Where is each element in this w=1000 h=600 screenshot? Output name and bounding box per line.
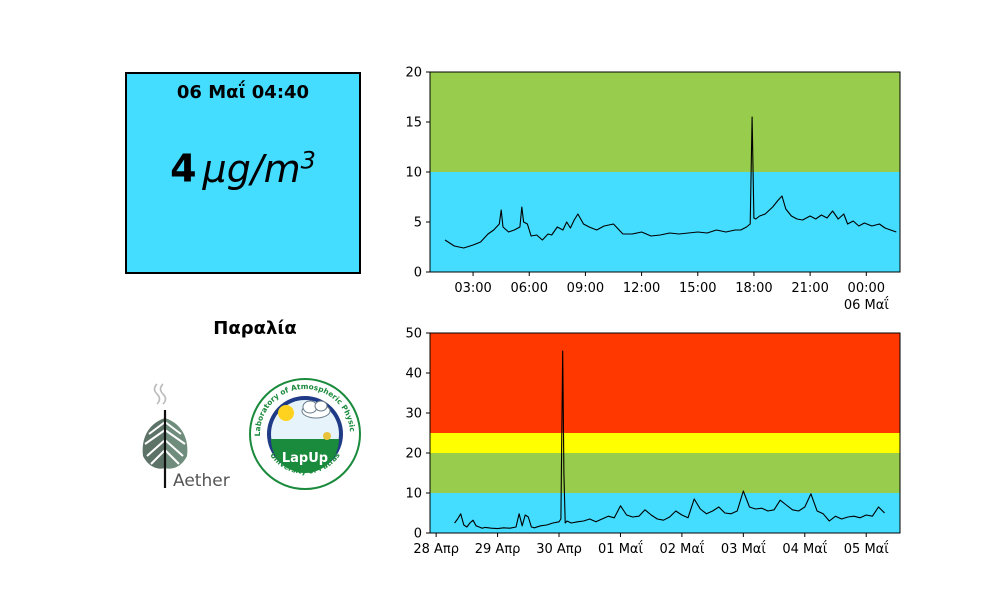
last-week-band-1 [430, 453, 900, 493]
last-week-ytick-label: 0 [414, 527, 422, 542]
last-24h-ytick-label: 10 [405, 166, 422, 181]
last-week-band-2 [430, 433, 900, 453]
current-reading-box: 06 Μαΐ 04:40 4 μg/m3 [125, 72, 361, 274]
last-week-ytick-label: 10 [405, 487, 422, 502]
last-week-band-0 [430, 493, 900, 533]
last-week-series-line-0 [454, 350, 885, 530]
last-24h-band-1 [430, 72, 900, 172]
last-24h-xtick-label: 15:00 [679, 281, 716, 296]
last-24h-xtick-label: 21:00 [791, 281, 828, 296]
station-icon [323, 432, 331, 440]
last-24h-xtick-label: 09:00 [567, 281, 604, 296]
last-week-ytick-label: 30 [405, 407, 422, 422]
reading-value: 4 μg/m3 [127, 146, 359, 191]
last-24h-series-line-0 [444, 116, 897, 249]
reading-unit-base: μg/m [202, 146, 301, 191]
aether-smoke-icon [153, 383, 167, 405]
sun-icon [278, 405, 294, 421]
aether-leaf-icon [142, 410, 188, 488]
reading-number: 4 [170, 146, 197, 191]
last-week-ytick-label: 20 [405, 447, 422, 462]
lapup-logo: LapUp Laboratory of Atmospheric Physics … [246, 375, 361, 490]
last-24h-xtick-label: 03:00 [454, 281, 491, 296]
last-24h-xtick-label: 12:00 [623, 281, 660, 296]
last-24h-band-0 [430, 172, 900, 272]
lapup-center-label: LapUp [282, 451, 328, 466]
last-week-xtick-label: 01 Μαΐ [598, 541, 643, 557]
last-24h-xtick-label: 06:00 [511, 281, 548, 296]
last-week-xtick-label: 03 Μαΐ [721, 541, 766, 557]
last-week-xtick-label: 04 Μαΐ [782, 541, 827, 557]
last-week-xtick-label: 05 Μαΐ [844, 541, 889, 557]
reading-unit-exponent: 3 [300, 146, 316, 174]
last-24h-xtick-label: 18:00 [735, 281, 772, 296]
last-24h-ytick-label: 20 [405, 66, 422, 81]
last-week-xtick-label: 30 Απρ [536, 542, 582, 557]
last-week-xtick-label: 02 Μαΐ [659, 541, 704, 557]
cloud-icon [301, 400, 331, 419]
last-24h-xtick-sublabel: 06 Μαΐ [844, 297, 889, 313]
reading-unit: μg/m3 [202, 146, 316, 191]
last-week-plot-frame [429, 332, 901, 534]
last-week-xtick-label: 28 Απρ [413, 542, 459, 557]
reading-timestamp: 06 Μαΐ 04:40 [176, 82, 310, 103]
last-week-ytick-label: 50 [405, 327, 422, 342]
last-week-ytick-label: 40 [405, 367, 422, 382]
aether-logo: Aether [142, 383, 230, 491]
aether-wordmark: Aether [173, 471, 230, 491]
station-name: Παραλία [213, 318, 297, 339]
last-week-xtick-label: 29 Απρ [475, 542, 521, 557]
last-24h-ytick-label: 15 [405, 116, 422, 131]
last-24h-xtick-label: 00:00 [848, 281, 885, 296]
last-24h-ytick-label: 5 [414, 216, 422, 231]
last-week-band-3 [430, 333, 900, 433]
last-24h-ytick-label: 0 [414, 266, 422, 281]
